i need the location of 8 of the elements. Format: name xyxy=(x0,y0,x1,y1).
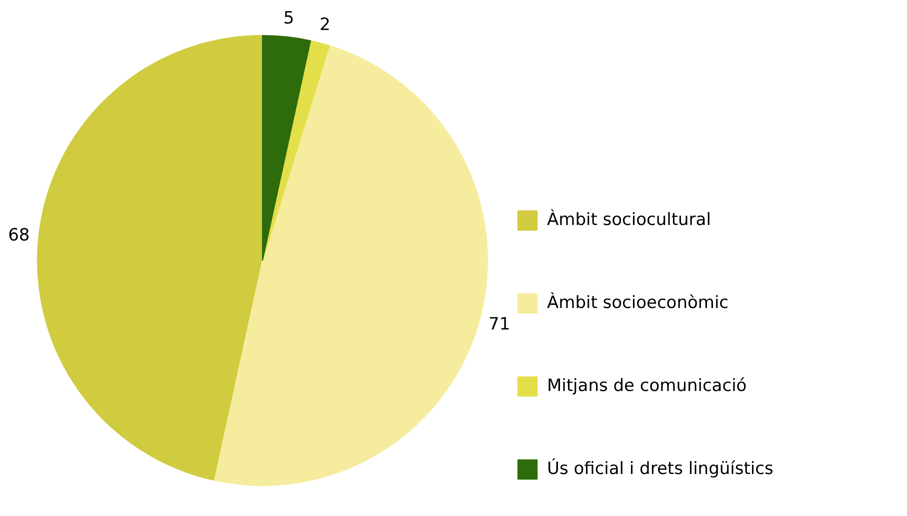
data-label: 2 xyxy=(320,15,330,36)
data-label: 5 xyxy=(283,8,294,28)
legend-label: Àmbit sociocultural xyxy=(547,210,711,230)
legend-label: Mitjans de comunicació xyxy=(547,376,747,396)
legend-label: Ús oficial i drets lingüístics xyxy=(547,459,774,479)
legend-label: Àmbit socioeconòmic xyxy=(547,293,729,313)
data-label: 68 xyxy=(8,226,30,246)
data-label: 71 xyxy=(488,314,510,335)
